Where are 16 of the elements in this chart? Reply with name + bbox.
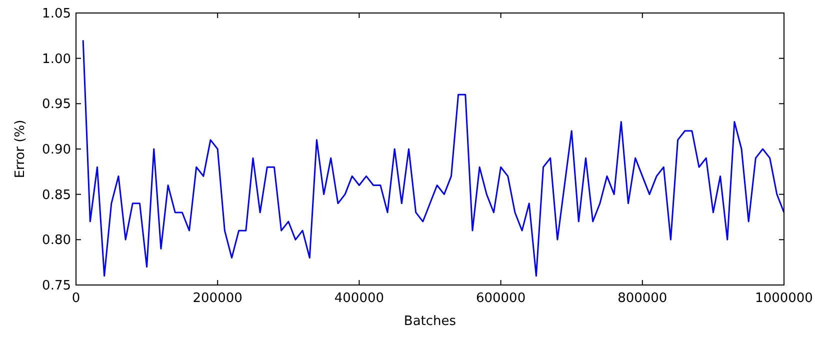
x-tick-label: 600000 [476, 291, 526, 306]
line-series [82, 39, 785, 277]
y-tick-label: 0.90 [42, 142, 71, 158]
y-tick-label: 1.05 [42, 6, 71, 22]
y-tick-label: 0.80 [42, 233, 71, 248]
x-tick-label: 800000 [618, 291, 668, 306]
y-tick-label: 0.95 [42, 97, 71, 112]
y-axis-title: Error (%) [13, 120, 28, 178]
x-tick-label: 400000 [334, 291, 384, 306]
x-tick-label: 1000000 [755, 291, 813, 306]
y-tick-label: 0.75 [42, 278, 71, 294]
y-tick-label: 0.85 [42, 188, 71, 203]
x-tick-label: 0 [72, 291, 80, 306]
x-axis-title: Batches [404, 314, 456, 329]
x-tick-label: 200000 [192, 291, 242, 306]
y-tick-label: 1.00 [42, 52, 71, 67]
